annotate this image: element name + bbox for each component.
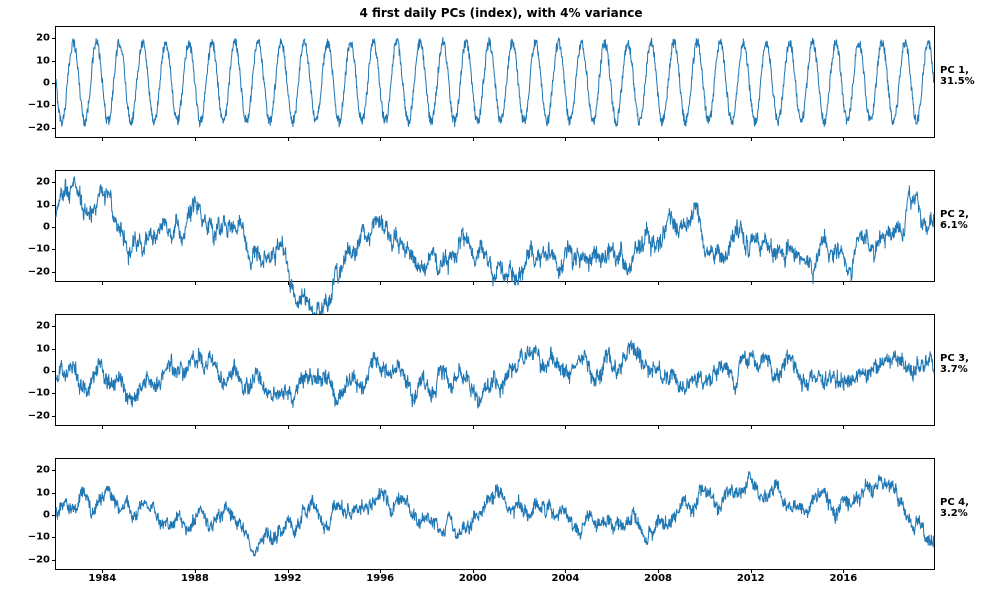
ytick-label: −10 [28, 532, 50, 543]
xtick-label: 1988 [181, 573, 209, 584]
ytick-mark [52, 560, 56, 561]
ytick-mark [52, 326, 56, 327]
ytick-label: −20 [28, 122, 50, 133]
ytick-label: 20 [36, 321, 50, 332]
right-label-pc4: PC 4, 3.2% [940, 497, 1000, 519]
xtick-mark [195, 137, 196, 141]
xtick-mark [843, 281, 844, 285]
line-series-pc3 [56, 315, 934, 425]
xtick-mark [751, 281, 752, 285]
subplot-pc3: −20−1001020 [55, 314, 935, 426]
xtick-mark [473, 137, 474, 141]
ytick-mark [52, 227, 56, 228]
xtick-mark [751, 425, 752, 429]
xtick-mark [288, 281, 289, 285]
xtick-mark [565, 425, 566, 429]
ytick-mark [52, 105, 56, 106]
ytick-label: 20 [36, 465, 50, 476]
ytick-label: 0 [43, 222, 50, 233]
subplot-pc4: −20−100102019841988199219962000200420082… [55, 458, 935, 570]
xtick-label: 2000 [459, 573, 487, 584]
xtick-mark [195, 425, 196, 429]
ytick-label: −10 [28, 244, 50, 255]
ytick-label: 10 [36, 199, 50, 210]
ytick-label: −20 [28, 266, 50, 277]
xtick-mark [102, 425, 103, 429]
line-series-pc4 [56, 459, 934, 569]
xtick-mark [380, 137, 381, 141]
subplot-pc1: −20−1001020 [55, 26, 935, 138]
ytick-label: 20 [36, 33, 50, 44]
xtick-mark [658, 425, 659, 429]
ytick-mark [52, 249, 56, 250]
ytick-label: −20 [28, 410, 50, 421]
xtick-label: 1992 [274, 573, 302, 584]
ytick-label: 0 [43, 510, 50, 521]
xtick-mark [380, 425, 381, 429]
ytick-mark [52, 272, 56, 273]
xtick-mark [843, 425, 844, 429]
xtick-mark [102, 281, 103, 285]
ytick-label: −20 [28, 554, 50, 565]
ytick-mark [52, 205, 56, 206]
xtick-mark [380, 281, 381, 285]
ytick-mark [52, 493, 56, 494]
xtick-label: 1996 [366, 573, 394, 584]
xtick-mark [473, 281, 474, 285]
xtick-label: 2004 [552, 573, 580, 584]
ytick-label: 10 [36, 55, 50, 66]
ytick-mark [52, 128, 56, 129]
figure-title: 4 first daily PCs (index), with 4% varia… [0, 6, 1002, 20]
ytick-mark [52, 38, 56, 39]
ytick-mark [52, 349, 56, 350]
xtick-mark [843, 137, 844, 141]
xtick-mark [102, 137, 103, 141]
xtick-label: 2016 [829, 573, 857, 584]
xtick-mark [565, 281, 566, 285]
ytick-mark [52, 182, 56, 183]
right-label-pc1: PC 1, 31.5% [940, 65, 1000, 87]
xtick-label: 1984 [88, 573, 116, 584]
xtick-mark [658, 281, 659, 285]
xtick-label: 2008 [644, 573, 672, 584]
xtick-mark [288, 137, 289, 141]
ytick-label: −10 [28, 388, 50, 399]
subplot-pc2: −20−1001020 [55, 170, 935, 282]
right-label-pc3: PC 3, 3.7% [940, 353, 1000, 375]
ytick-label: 10 [36, 343, 50, 354]
right-label-pc2: PC 2, 6.1% [940, 209, 1000, 231]
xtick-mark [658, 137, 659, 141]
ytick-mark [52, 416, 56, 417]
line-series-pc1 [56, 27, 934, 137]
ytick-mark [52, 515, 56, 516]
xtick-mark [473, 425, 474, 429]
ytick-mark [52, 371, 56, 372]
ytick-mark [52, 470, 56, 471]
ytick-label: 20 [36, 177, 50, 188]
xtick-mark [288, 425, 289, 429]
ytick-mark [52, 537, 56, 538]
xtick-mark [751, 137, 752, 141]
ytick-label: 10 [36, 487, 50, 498]
xtick-mark [565, 137, 566, 141]
ytick-label: 0 [43, 366, 50, 377]
ytick-mark [52, 61, 56, 62]
line-series-pc2 [56, 171, 934, 281]
xtick-mark [195, 281, 196, 285]
figure: 4 first daily PCs (index), with 4% varia… [0, 0, 1002, 592]
xtick-label: 2012 [737, 573, 765, 584]
ytick-label: −10 [28, 100, 50, 111]
ytick-mark [52, 83, 56, 84]
ytick-mark [52, 393, 56, 394]
ytick-label: 0 [43, 78, 50, 89]
